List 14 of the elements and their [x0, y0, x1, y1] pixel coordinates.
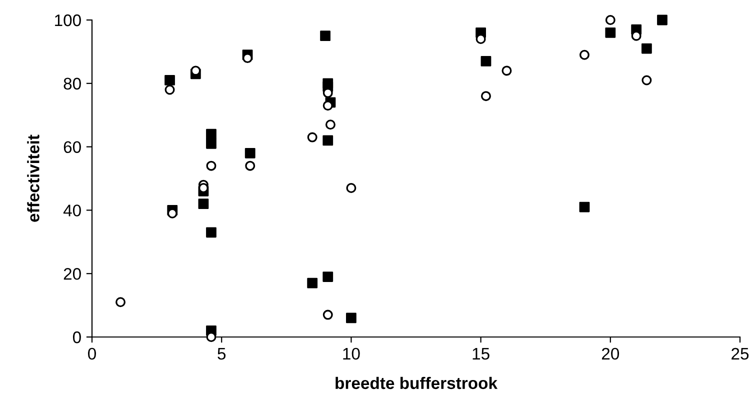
y-tick-label: 60 [64, 141, 81, 154]
x-tick-label: 25 [732, 348, 749, 360]
x-tick-label: 0 [88, 348, 96, 360]
y-tick-label: 80 [64, 78, 81, 90]
x-tick-label: 20 [602, 348, 620, 360]
y-axis-title: effectiviteit [27, 134, 40, 222]
x-axis-title: breedte bufferstrook [336, 376, 498, 390]
y-tick-label: 0 [72, 331, 81, 344]
y-tick-label: 100 [55, 14, 81, 26]
x-tick-label: 15 [472, 348, 490, 360]
y-tick-label: 40 [63, 204, 81, 216]
y-tick-label: 20 [64, 268, 81, 280]
x-tick-label: 5 [218, 348, 226, 360]
x-tick-label: 10 [343, 348, 360, 360]
